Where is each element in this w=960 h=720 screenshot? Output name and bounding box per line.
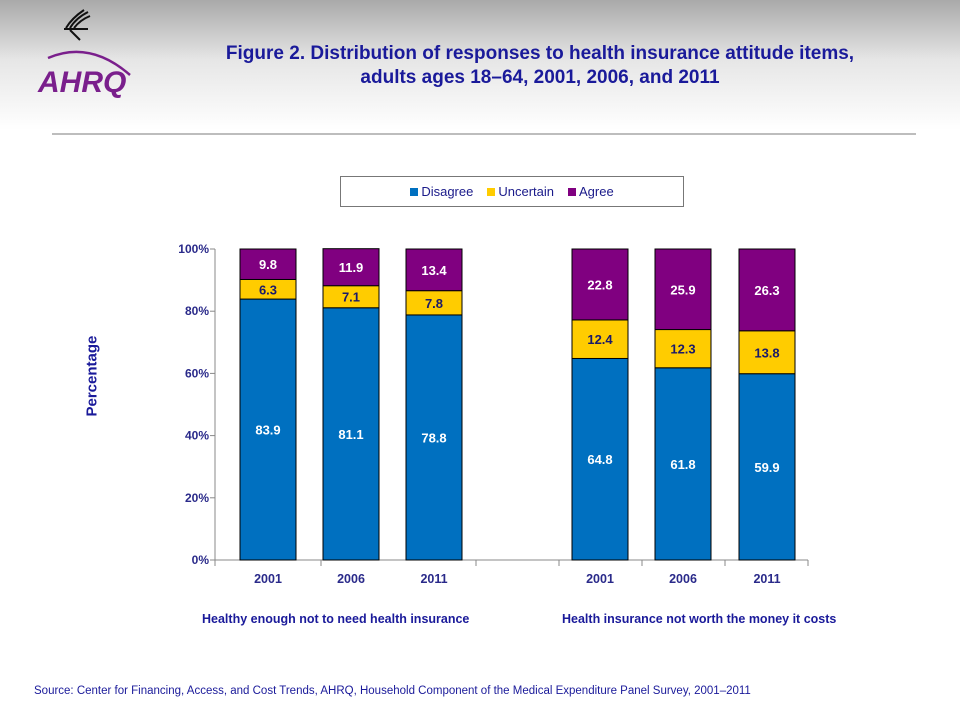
x-tick-label: 2011	[753, 572, 780, 586]
hhs-eagle-icon	[64, 9, 91, 41]
data-label: 12.3	[670, 342, 695, 357]
x-tick-label: 2001	[254, 572, 282, 586]
data-label: 78.8	[421, 430, 446, 445]
legend-swatch	[567, 188, 576, 196]
bar-segment-agree	[405, 248, 463, 292]
bar-segment-disagree	[654, 367, 712, 561]
bar-segment-disagree	[322, 307, 380, 561]
data-label: 26.3	[754, 283, 779, 298]
data-label: 6.3	[259, 282, 277, 297]
y-tick-label: 0%	[192, 553, 210, 567]
bar-segment-agree	[322, 248, 380, 287]
legend-label: Uncertain	[498, 184, 554, 199]
chart-title: Figure 2. Distribution of responses to h…	[225, 43, 855, 88]
y-tick-label: 40%	[185, 429, 209, 443]
group-label: Health insurance not worth the money it …	[562, 612, 837, 626]
data-label: 22.8	[587, 277, 612, 292]
y-tick-label: 20%	[185, 491, 209, 505]
x-tick-label: 2006	[337, 572, 365, 586]
legend-label: Disagree	[421, 184, 474, 199]
data-label: 7.1	[342, 290, 360, 305]
legend-swatch	[410, 188, 419, 196]
y-tick-label: 80%	[185, 304, 209, 318]
svg-text:AHRQ: AHRQ	[37, 66, 126, 99]
x-tick-label: 2001	[586, 572, 614, 586]
bar-segment-disagree	[738, 373, 796, 561]
data-label: 9.8	[259, 257, 277, 272]
data-label: 7.8	[425, 296, 443, 311]
data-label: 13.4	[421, 263, 447, 278]
data-label: 12.4	[587, 332, 613, 347]
x-tick-label: 2011	[420, 572, 447, 586]
bar-segment-agree	[239, 248, 297, 280]
legend-label: Agree	[578, 184, 614, 199]
legend: Disagree Uncertain Agree	[340, 176, 684, 207]
data-label: 13.8	[754, 345, 779, 360]
bar-segment-agree	[654, 248, 712, 331]
data-label: 11.9	[339, 260, 364, 275]
data-label: 83.9	[255, 423, 280, 438]
bar-segment-agree	[571, 248, 629, 321]
data-label: 64.8	[587, 452, 612, 467]
legend-item: Disagree	[410, 184, 473, 199]
legend-swatch	[487, 188, 496, 196]
bar-segment-agree	[738, 248, 796, 332]
legend-item: Uncertain	[487, 184, 554, 199]
data-label: 81.1	[338, 427, 363, 442]
data-label: 59.9	[754, 460, 779, 475]
divider	[52, 133, 916, 135]
group-label: Healthy enough not to need health insura…	[202, 612, 470, 626]
y-tick-label: 100%	[178, 242, 209, 256]
y-tick-label: 60%	[185, 366, 209, 380]
legend-item: Agree	[567, 184, 614, 199]
bar-segment-disagree	[571, 357, 629, 561]
data-label: 61.8	[670, 457, 695, 472]
source-note: Source: Center for Financing, Access, an…	[34, 685, 751, 697]
x-tick-label: 2006	[669, 572, 697, 586]
data-label: 25.9	[670, 282, 695, 297]
